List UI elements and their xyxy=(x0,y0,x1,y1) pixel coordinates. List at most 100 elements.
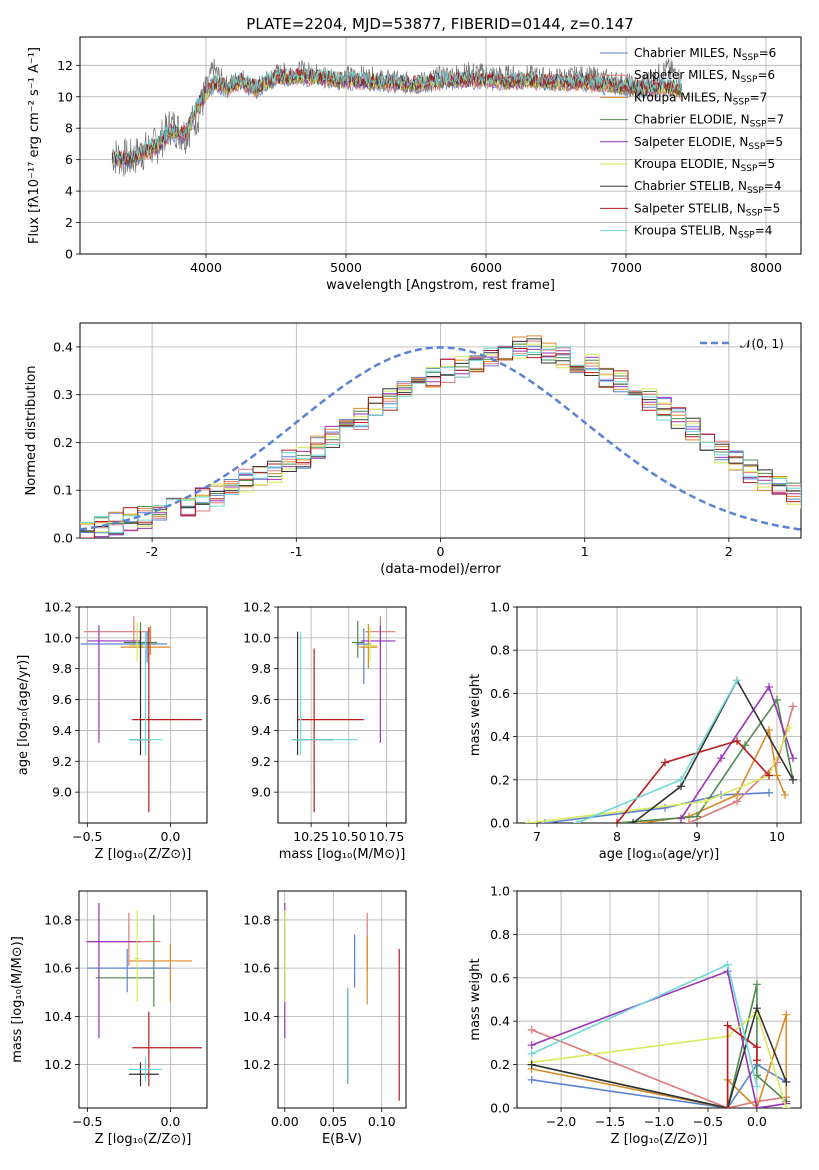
x-axis-label: Z [log₁₀(Z/Z⊙)] xyxy=(95,1132,192,1147)
plot-area xyxy=(527,960,791,1108)
mass-weight-vs-metallicity-panel: −2.0 −1.5 −1.0 −0.5 0.0 0.0 0.2 0.4 0.6 0.8 1.0 Z [… xyxy=(468,884,802,1147)
series-marker xyxy=(717,754,725,763)
normal-reference-curve xyxy=(80,346,801,531)
plot-area xyxy=(80,616,203,813)
legend-subscript: SSP xyxy=(733,97,750,107)
x-tick-label: 10.25 xyxy=(293,829,329,844)
age-vs-mass-panel: 10.25 10.50 10.75 9.0 9.2 9.4 9.6 9.8 10.0 10.2 ma… xyxy=(243,600,407,862)
x-axis-label: Z [log₁₀(Z/Z⊙)] xyxy=(611,1132,708,1147)
legend-suffix: =5 xyxy=(763,201,781,215)
series-marker xyxy=(677,814,685,823)
axes-frame xyxy=(516,890,802,1109)
x-tick-label: 9 xyxy=(693,829,701,844)
legend-label: Salpeter ELODIE, N xyxy=(634,135,748,149)
axes-frame xyxy=(79,36,802,255)
y-tick-label: 0.8 xyxy=(490,643,510,658)
x-tick-label: -2 xyxy=(146,544,158,559)
series-marker xyxy=(733,736,741,745)
x-tick-label: 0.0 xyxy=(160,829,180,844)
x-tick-label: 5000 xyxy=(330,260,362,275)
mass-vs-metallicity-panel: −0.5 0.0 10.2 10.4 10.6 10.8 Z [log₁₀(Z/Z⊙)] ma… xyxy=(10,890,208,1147)
y-tick-label: 10.2 xyxy=(44,1057,72,1072)
series-marker xyxy=(661,758,669,767)
model-spectrum-line xyxy=(111,68,683,166)
y-axis-label: Flux [fλ10⁻¹⁷ erg cm⁻² s⁻¹ A⁻¹] xyxy=(27,47,42,244)
legend-suffix: =7 xyxy=(750,90,768,104)
y-tick-label: 0.6 xyxy=(490,686,510,701)
legend-entry: Kroupa ELODIE, NSSP=5 xyxy=(634,157,775,174)
series-line xyxy=(531,970,787,1108)
x-tick-label: 7000 xyxy=(610,260,642,275)
y-tick-label: 0.4 xyxy=(490,1014,510,1029)
legend-entry: Salpeter MILES, NSSP=6 xyxy=(634,68,775,85)
legend-entry: Chabrier ELODIE, NSSP=7 xyxy=(634,113,784,130)
y-tick-label: 4 xyxy=(65,184,73,199)
plot-area xyxy=(80,335,801,538)
series-marker xyxy=(789,702,797,711)
series-marker xyxy=(781,790,789,799)
axes-frame xyxy=(78,890,208,1109)
legend-suffix: =4 xyxy=(755,224,773,238)
y-tick-label: 0.0 xyxy=(490,816,510,831)
series-marker xyxy=(782,1010,791,1019)
series-marker xyxy=(661,803,669,812)
legend-subscript: SSP xyxy=(741,164,758,174)
plot-area xyxy=(291,616,396,813)
series-marker xyxy=(701,797,709,806)
x-tick-label: 6000 xyxy=(470,260,502,275)
series-marker xyxy=(613,819,621,823)
series-marker xyxy=(765,788,773,797)
x-tick-label: 0.10 xyxy=(368,1114,396,1129)
series-marker xyxy=(573,819,581,823)
x-tick-label: 0.0 xyxy=(160,1114,180,1129)
x-tick-label: −0.5 xyxy=(72,1114,102,1129)
y-tick-label: 9.8 xyxy=(251,661,271,676)
y-tick-label: 0.1 xyxy=(53,483,73,498)
y-tick-label: 9.0 xyxy=(52,785,72,800)
y-axis-label: mass weight xyxy=(468,674,483,756)
y-tick-label: 12 xyxy=(57,58,73,73)
y-tick-label: 9.4 xyxy=(52,723,72,738)
y-tick-label: 0.8 xyxy=(490,927,510,942)
series-marker xyxy=(527,1041,536,1050)
series-marker xyxy=(752,1004,761,1013)
plot-area xyxy=(85,903,203,1087)
y-axis-label: mass [log₁₀(M/M⊙)] xyxy=(10,936,25,1063)
x-tick-label: -1 xyxy=(290,544,302,559)
mass-weight-vs-age-panel: 7 8 9 10 0.0 0.2 0.4 0.6 0.8 1.0 age [log₁₀(age/yr… xyxy=(468,600,802,862)
legend-label: 𝒩(0, 1) xyxy=(740,337,784,351)
legend-label: Kroupa MILES, N xyxy=(634,90,733,104)
y-tick-label: 1.0 xyxy=(490,600,510,615)
legend-entry: Salpeter ELODIE, NSSP=5 xyxy=(634,135,783,152)
y-tick-label: 0.0 xyxy=(490,1101,510,1116)
series-marker xyxy=(785,723,793,732)
legend-label: Salpeter STELIB, N xyxy=(634,201,746,215)
y-tick-label: 0.3 xyxy=(53,387,73,402)
legend-entry: Salpeter STELIB, NSSP=5 xyxy=(634,201,780,218)
y-tick-label: 8 xyxy=(65,121,73,136)
series-marker xyxy=(629,819,637,823)
plot-area xyxy=(284,903,400,1101)
legend-suffix: =7 xyxy=(766,113,784,127)
x-tick-label: −0.5 xyxy=(72,829,102,844)
y-tick-label: 10.0 xyxy=(44,630,72,645)
series-marker xyxy=(765,682,773,691)
plot-area xyxy=(525,676,797,823)
series-marker xyxy=(525,819,533,823)
legend-entry: Kroupa STELIB, NSSP=4 xyxy=(634,224,772,241)
histogram-step-line xyxy=(80,338,801,535)
y-tick-label: 9.6 xyxy=(251,692,271,707)
y-tick-label: 10.2 xyxy=(44,600,72,615)
y-tick-label: 10.8 xyxy=(44,912,72,927)
y-tick-label: 0 xyxy=(65,247,73,262)
x-tick-label: 1 xyxy=(581,544,589,559)
x-tick-label: −0.5 xyxy=(693,1114,723,1129)
y-tick-label: 0.4 xyxy=(53,339,73,354)
legend-suffix: =5 xyxy=(757,157,775,171)
x-axis-label: wavelength [Angstrom, rest frame] xyxy=(326,278,555,293)
legend-subscript: SSP xyxy=(748,142,765,152)
y-tick-label: 9.2 xyxy=(251,754,271,769)
y-tick-label: 0.6 xyxy=(490,970,510,985)
model-spectrum-line xyxy=(111,67,683,163)
